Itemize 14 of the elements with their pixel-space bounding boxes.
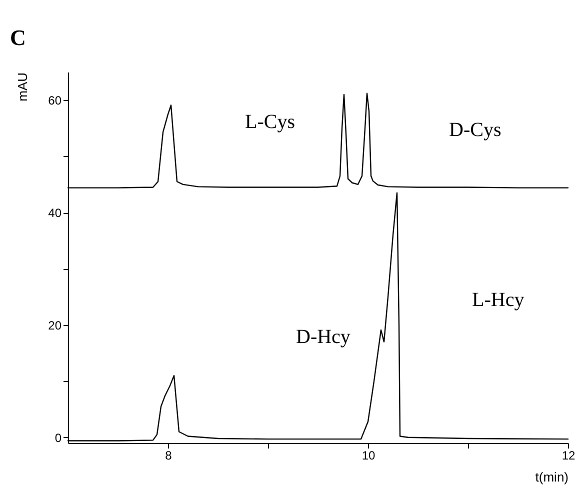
y-tick-label: 60 [48, 94, 62, 108]
annotation: D-Cys [449, 119, 502, 141]
x-tick-label: 12 [562, 448, 576, 462]
annotation: L-Hcy [472, 289, 524, 311]
y-tick-label: 20 [48, 318, 62, 332]
x-tick-label: 8 [165, 448, 172, 462]
x-axis-title: t(min) [535, 470, 568, 484]
x-tick-label: 10 [362, 448, 376, 462]
annotation: L-Cys [245, 111, 296, 133]
y-tick-label: 0 [54, 430, 62, 445]
y-axis-title: mAU [15, 72, 30, 102]
chart-title: C [10, 25, 26, 50]
y-tick-label: 40 [48, 206, 62, 220]
annotation: D-Hcy [296, 326, 350, 348]
